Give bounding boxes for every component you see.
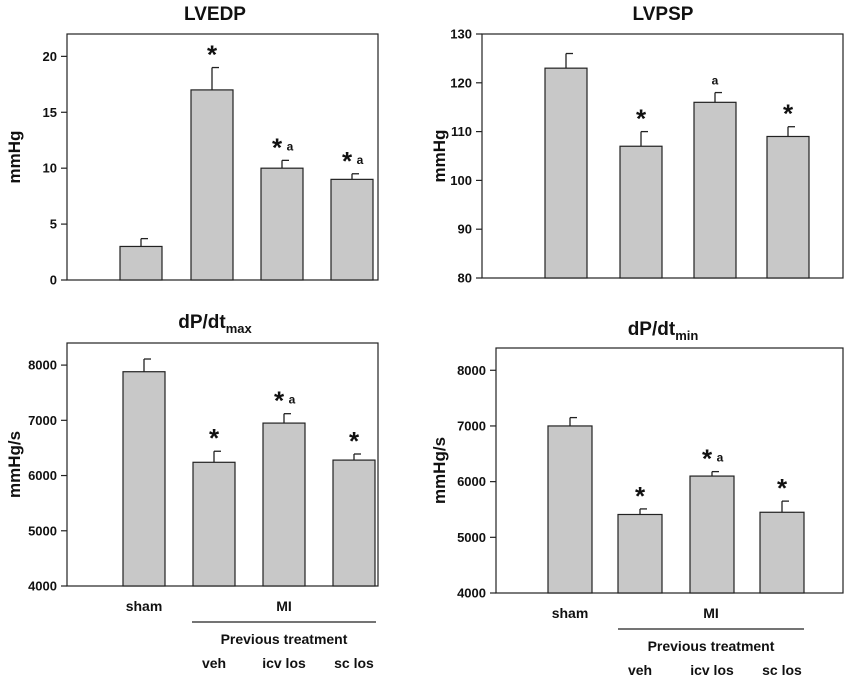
category-label-3: sc los [334, 655, 374, 671]
chart-panel-3: dP/dtmax mmHg/s 4000 5000 6000 7000 8000 * * a * sh… [5, 312, 379, 671]
chart-title: LVEDP [184, 4, 246, 25]
significance-star: * [209, 423, 220, 453]
category-label-1: veh [202, 655, 226, 671]
y-tick-label: 5000 [457, 530, 486, 545]
bar [759, 511, 805, 594]
bar [262, 422, 306, 587]
chart-title: LVPSP [633, 4, 694, 25]
bar [547, 425, 593, 594]
bar [689, 475, 735, 594]
y-tick-label: 8000 [28, 358, 57, 373]
significance-star: * [783, 99, 794, 129]
bar [766, 135, 810, 279]
bar [330, 178, 374, 281]
y-tick-label: 20 [43, 49, 57, 64]
y-tick-label: 100 [450, 173, 472, 188]
chart-title: dP/dtmax [178, 312, 252, 336]
y-axis-label: mmHg [430, 130, 449, 183]
significance-star: * [636, 104, 647, 134]
y-tick-label: 8000 [457, 363, 486, 378]
group-label-mi: MI [276, 598, 292, 614]
chart-panel-4: dP/dtmin mmHg/s 4000 5000 6000 7000 8000 * * a * sh… [430, 319, 844, 676]
bar [619, 145, 663, 279]
significance-letter: a [289, 393, 296, 407]
category-label-1: veh [628, 662, 652, 676]
significance-letter: a [357, 153, 364, 167]
y-tick-label: 5000 [28, 523, 57, 538]
category-label-2: icv los [690, 662, 734, 676]
significance-star: * [207, 40, 218, 70]
bar [332, 459, 376, 587]
significance-star: * [635, 481, 646, 511]
y-tick-label: 5 [50, 217, 57, 232]
significance-letter: a [287, 139, 294, 153]
y-tick-label: 7000 [457, 418, 486, 433]
group-label-mi: MI [703, 605, 719, 621]
group-label-previous-treatment: Previous treatment [648, 638, 775, 654]
chart-panel-1: LVEDP mmHg 0 5 10 15 20 * * a * a [5, 4, 379, 288]
bar [122, 371, 166, 587]
y-tick-label: 130 [450, 27, 472, 42]
chart-title: dP/dtmin [628, 319, 699, 343]
chart-panel-2: LVPSP mmHg 80 90 100 110 120 130 * a * [430, 4, 844, 286]
significance-letter: a [712, 74, 719, 88]
significance-star: * [777, 473, 788, 503]
significance-star: * [272, 132, 283, 162]
significance-star: * [274, 386, 285, 416]
bar [544, 67, 588, 279]
y-tick-label: 10 [43, 161, 57, 176]
y-axis-label: mmHg [5, 131, 24, 184]
category-label-2: icv los [262, 655, 306, 671]
bar [617, 513, 663, 594]
chart-title-subscript: max [226, 321, 253, 336]
y-axis-label: mmHg/s [5, 431, 24, 498]
y-tick-label: 4000 [28, 579, 57, 594]
category-label-sham: sham [552, 605, 589, 621]
bar [260, 167, 304, 281]
y-tick-label: 90 [458, 222, 472, 237]
chart-title-subscript: min [675, 328, 698, 343]
significance-star: * [342, 146, 353, 176]
y-tick-label: 6000 [28, 468, 57, 483]
y-tick-label: 120 [450, 75, 472, 90]
significance-star: * [702, 444, 713, 474]
category-label-sham: sham [126, 598, 163, 614]
y-tick-label: 4000 [457, 586, 486, 601]
y-tick-label: 110 [451, 124, 472, 139]
significance-letter: a [717, 451, 724, 465]
y-tick-label: 7000 [28, 413, 57, 428]
group-label-previous-treatment: Previous treatment [221, 631, 348, 647]
bar [190, 89, 234, 281]
bar [192, 461, 236, 587]
significance-star: * [349, 426, 360, 456]
y-tick-label: 15 [43, 105, 57, 120]
bar [119, 245, 163, 281]
bar [693, 101, 737, 279]
category-label-3: sc los [762, 662, 802, 676]
y-axis-label: mmHg/s [430, 437, 449, 504]
plot-frame [495, 347, 844, 594]
y-tick-label: 6000 [457, 474, 486, 489]
y-tick-label: 0 [50, 273, 57, 288]
y-tick-label: 80 [458, 271, 472, 286]
